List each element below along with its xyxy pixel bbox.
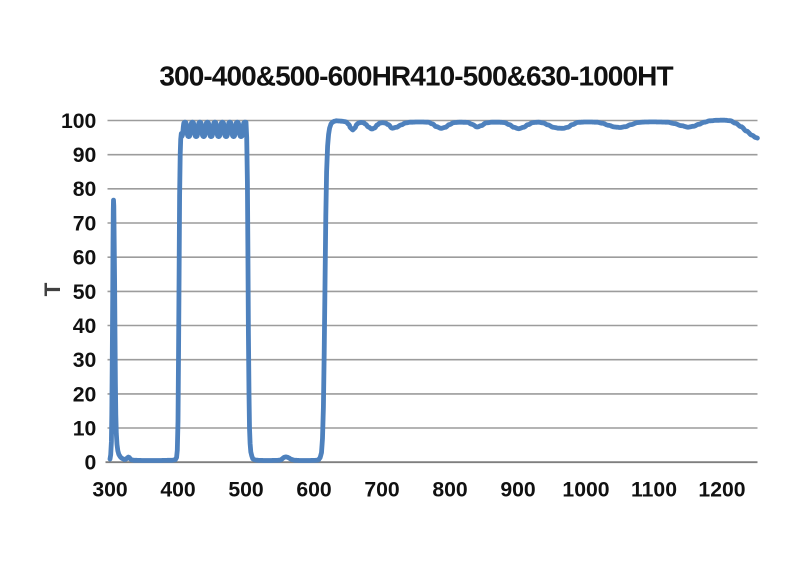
svg-text:60: 60 bbox=[73, 247, 97, 270]
svg-text:20: 20 bbox=[73, 383, 97, 406]
svg-text:0: 0 bbox=[85, 452, 97, 475]
svg-text:40: 40 bbox=[73, 315, 97, 338]
svg-text:80: 80 bbox=[73, 178, 97, 201]
svg-text:1100: 1100 bbox=[631, 479, 677, 502]
svg-text:T: T bbox=[40, 282, 65, 296]
svg-text:900: 900 bbox=[500, 479, 535, 502]
svg-text:500: 500 bbox=[228, 479, 263, 502]
svg-text:300: 300 bbox=[92, 479, 127, 502]
svg-text:400: 400 bbox=[160, 479, 195, 502]
svg-text:70: 70 bbox=[73, 212, 97, 235]
svg-text:30: 30 bbox=[73, 349, 97, 372]
svg-text:700: 700 bbox=[364, 479, 399, 502]
svg-text:50: 50 bbox=[73, 281, 97, 304]
svg-text:800: 800 bbox=[432, 479, 467, 502]
svg-text:600: 600 bbox=[296, 479, 331, 502]
svg-text:300-400&500-600HR410-500&630-1: 300-400&500-600HR410-500&630-1000HT bbox=[159, 61, 673, 92]
svg-text:100: 100 bbox=[61, 110, 96, 133]
svg-text:1000: 1000 bbox=[562, 479, 609, 502]
svg-text:1200: 1200 bbox=[698, 479, 745, 502]
svg-text:90: 90 bbox=[73, 144, 97, 167]
svg-text:10: 10 bbox=[73, 417, 97, 440]
